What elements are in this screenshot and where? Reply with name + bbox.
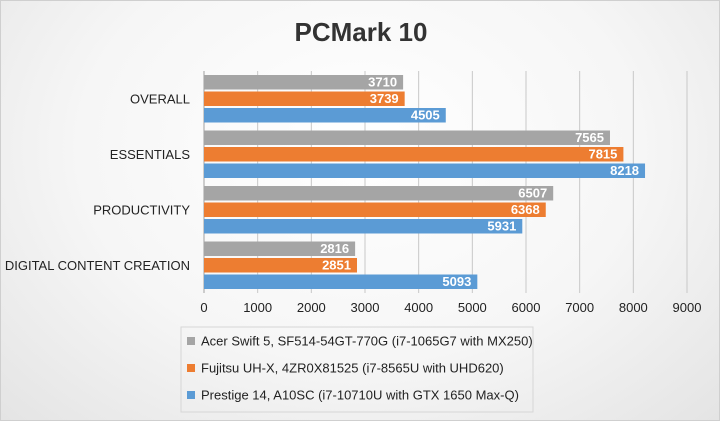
legend-label-0: Acer Swift 5, SF514-54GT-770G (i7-1065G7… [201, 334, 533, 349]
legend-swatch-0 [187, 337, 195, 345]
value-label-s2-c1: 8218 [610, 163, 639, 178]
value-label-s0-c3: 2816 [320, 241, 349, 256]
bar-s0-c0 [204, 75, 404, 90]
category-label-3: DIGITAL CONTENT CREATION [5, 258, 190, 273]
bar-s1-c3 [204, 258, 358, 273]
bar-s1-c0 [204, 91, 405, 106]
bar-s0-c1 [204, 130, 610, 145]
bar-s0-c3 [204, 241, 356, 256]
value-label-s2-c3: 5093 [442, 274, 471, 289]
category-label-1: ESSENTIALS [110, 147, 191, 162]
bar-s1-c1 [204, 147, 624, 162]
x-tick-label-5000: 5000 [458, 300, 487, 315]
legend-label-2: Prestige 14, A10SC (i7-10710U with GTX 1… [201, 388, 519, 403]
x-tick-label-9000: 9000 [673, 300, 702, 315]
category-label-0: OVERALL [130, 91, 190, 106]
bar-s2-c1 [204, 163, 646, 178]
x-tick-label-6000: 6000 [512, 300, 541, 315]
legend-swatch-2 [187, 391, 195, 399]
value-label-s1-c1: 7815 [588, 147, 617, 162]
value-label-s2-c0: 4505 [411, 108, 440, 123]
legend-swatch-1 [187, 364, 195, 372]
bar-s2-c2 [204, 219, 523, 234]
x-tick-label-8000: 8000 [619, 300, 648, 315]
value-label-s1-c0: 3739 [370, 91, 399, 106]
x-tick-label-4000: 4000 [404, 300, 433, 315]
bar-s2-c0 [204, 108, 446, 123]
bar-s1-c2 [204, 202, 546, 217]
x-tick-label-3000: 3000 [351, 300, 380, 315]
x-tick-label-7000: 7000 [565, 300, 594, 315]
value-label-s0-c0: 3710 [368, 75, 397, 90]
legend-label-1: Fujitsu UH-X, 4ZR0X81525 (i7-8565U with … [201, 361, 504, 376]
category-label-2: PRODUCTIVITY [93, 202, 190, 217]
x-tick-label-1000: 1000 [243, 300, 272, 315]
value-label-s2-c2: 5931 [487, 219, 516, 234]
bar-s2-c3 [204, 274, 478, 289]
legend-box [180, 326, 534, 413]
value-label-s1-c3: 2851 [322, 258, 351, 273]
value-label-s1-c2: 6368 [511, 202, 540, 217]
x-tick-label-0: 0 [200, 300, 207, 315]
chart-title: PCMark 10 [295, 17, 428, 47]
bar-s0-c2 [204, 186, 554, 201]
x-tick-label-2000: 2000 [297, 300, 326, 315]
value-label-s0-c2: 6507 [518, 186, 547, 201]
value-label-s0-c1: 7565 [575, 130, 604, 145]
